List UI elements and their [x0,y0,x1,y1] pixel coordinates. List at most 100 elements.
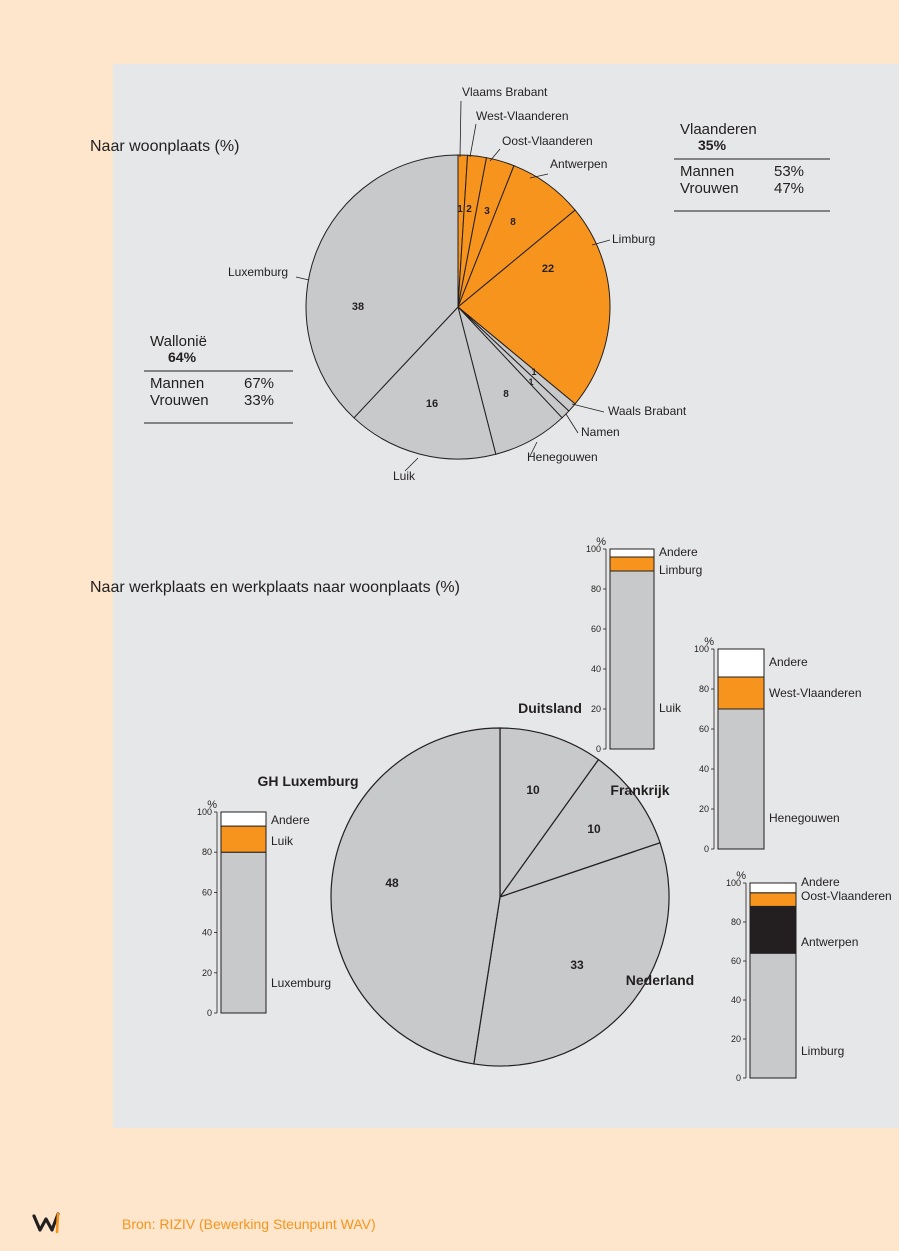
bar-nederland-unit: % [736,870,746,882]
pie1-leader-vlaams-brabant [459,100,462,158]
pie2-value-duitsland: 10 [526,783,540,797]
pie-chart-residence: Vlaams Brabant 1 West-Vlaanderen 2 Oost-Vlaa… [228,85,687,483]
bar-duitsland-tick-label-100: 100 [586,544,601,554]
source-note: Bron: RIZIV (Bewerking Steunpunt WAV) [122,1216,376,1232]
legend-region-vlaanderen: Vlaanderen [680,121,757,138]
legend-total-wallonie: 64% [168,349,197,365]
bar-gh-luxemburg-label-andere: Andere [271,813,310,827]
pie1-leader-henegouwen [529,441,538,457]
bar-nederland-tick-label-80: 80 [731,917,741,927]
legend-row-value-mannen: 67% [244,375,274,392]
pie1-leader-namen [565,413,579,434]
pie1-value-vlaams-brabant: 1 [457,204,463,215]
bar-nederland-segment-oost-vlaanderen [749,892,797,907]
bar-duitsland-label-andere: Andere [659,545,698,559]
legend-row-value-mannen: 53% [774,163,804,180]
pie2-value-gh-luxemburg: 48 [385,876,399,890]
pie1-slice-luxemburg [305,154,459,419]
pie1-leader-luxemburg [295,276,310,281]
bar-frankrijk-tick-label-80: 80 [699,684,709,694]
bar-nederland-segment-limburg [749,952,797,1079]
bar-nederland-segment-andere [749,882,797,894]
pie1-value-limburg: 22 [542,263,554,275]
pie1-leader-oost-vlaanderen [489,148,501,162]
pie1-value-luik: 16 [426,398,438,410]
bar-nederland-segment-antwerpen [749,905,797,954]
bar-gh-luxemburg-tick-label-60: 60 [202,887,212,897]
pie1-label-namen: Namen [581,425,620,439]
legend-total-vlaanderen: 35% [698,137,727,153]
bar-gh-luxemburg-segment-luik [220,825,267,853]
pie1-value-west-vlaanderen: 2 [466,204,472,215]
bar-frankrijk-tick-label-20: 20 [699,804,709,814]
pie1-value-luxemburg: 38 [352,301,364,313]
pie2-label-gh-luxemburg: GH Luxemburg [257,773,358,789]
pie2-value-frankrijk: 10 [587,822,601,836]
chart-title-workplace: Naar werkplaats en werkplaats naar woonp… [90,579,460,596]
bar-nederland-label-limburg: Limburg [801,1044,844,1058]
pie1-leader-luik [404,457,419,472]
pie1-leader-antwerpen [529,173,549,179]
bar-gh-luxemburg-tick-label-100: 100 [197,807,212,817]
pie1-value-namen: 1 [528,377,533,387]
bar-gh-luxemburg-segment-luxemburg [220,851,267,1014]
bar-frankrijk-segment-west-vlaanderen [717,676,765,710]
pie1-slice-limburg [457,209,611,405]
bar-duitsland-tick-label-80: 80 [591,584,601,594]
bar-duitsland-unit: % [596,536,606,548]
pie1-value-antwerpen: 8 [510,217,516,228]
pie1-label-vlaams-brabant: Vlaams Brabant [462,85,548,99]
pie2-slice-duitsland [499,727,600,899]
bar-frankrijk-tick-label-100: 100 [694,644,709,654]
bar-duitsland-label-limburg: Limburg [659,563,702,577]
bar-frankrijk-label-andere: Andere [769,655,808,669]
bar-frankrijk-segment-andere [717,648,765,678]
pie1-label-henegouwen: Henegouwen [527,450,598,464]
bar-nederland-label-antwerpen: Antwerpen [801,935,858,949]
stacked-bar-charts: LuikLimburgAndere020406080100%Henegouwen… [197,536,892,1083]
pie1-value-oost-vlaanderen: 3 [484,206,490,217]
bar-frankrijk-label-west-vlaanderen: West-Vlaanderen [769,686,862,700]
legend-row-value-vrouwen: 47% [774,180,804,197]
bar-nederland-tick-label-40: 40 [731,995,741,1005]
bar-gh-luxemburg-tick-label-20: 20 [202,968,212,978]
bar-nederland-tick-label-0: 0 [736,1073,741,1083]
bar-duitsland-tick-label-0: 0 [596,744,601,754]
bar-nederland-tick-label-100: 100 [726,878,741,888]
bar-gh-luxemburg-tick-label-80: 80 [202,847,212,857]
pie1-label-antwerpen: Antwerpen [550,157,607,171]
pie2-slice-gh-luxemburg [330,727,501,1065]
bar-frankrijk-tick-label-0: 0 [704,844,709,854]
pie1-leader-limburg [591,239,611,246]
bar-frankrijk-unit: % [704,636,714,648]
bar-nederland-tick-label-20: 20 [731,1034,741,1044]
pie1-label-waals-brabant: Waals Brabant [608,404,687,418]
pie1-slice-luik [353,305,497,460]
legend-region-wallonie: Wallonië [150,333,207,350]
bar-gh-luxemburg-label-luik: Luik [271,834,294,848]
pie1-label-limburg: Limburg [612,232,655,246]
pie1-label-oost-vlaanderen: Oost-Vlaanderen [502,134,593,148]
wav-logo [32,1210,66,1239]
pie2-label-duitsland: Duitsland [518,700,582,716]
bar-gh-luxemburg-tick-label-40: 40 [202,928,212,938]
legend-row-value-vrouwen: 33% [244,392,274,409]
bar-nederland-label-oost-vlaanderen: Oost-Vlaanderen [801,889,892,903]
legend-row-label-mannen: Mannen [150,375,204,392]
bar-duitsland-tick-label-40: 40 [591,664,601,674]
pie2-value-nederland: 33 [570,958,584,972]
chart-title-residence: Naar woonplaats (%) [90,138,239,155]
legend-row-label-mannen: Mannen [680,163,734,180]
bar-gh-luxemburg-unit: % [207,799,217,811]
pie1-leader-waals-brabant [571,403,605,413]
pie1-leader-west-vlaanderen [469,123,477,158]
pie2-label-frankrijk: Frankrijk [610,782,669,798]
bar-frankrijk-tick-label-40: 40 [699,764,709,774]
pie2-slice-nederland [473,842,670,1067]
bar-nederland-tick-label-60: 60 [731,956,741,966]
bar-nederland-label-andere: Andere [801,875,840,889]
bar-frankrijk-tick-label-60: 60 [699,724,709,734]
bar-duitsland-label-luik: Luik [659,701,682,715]
